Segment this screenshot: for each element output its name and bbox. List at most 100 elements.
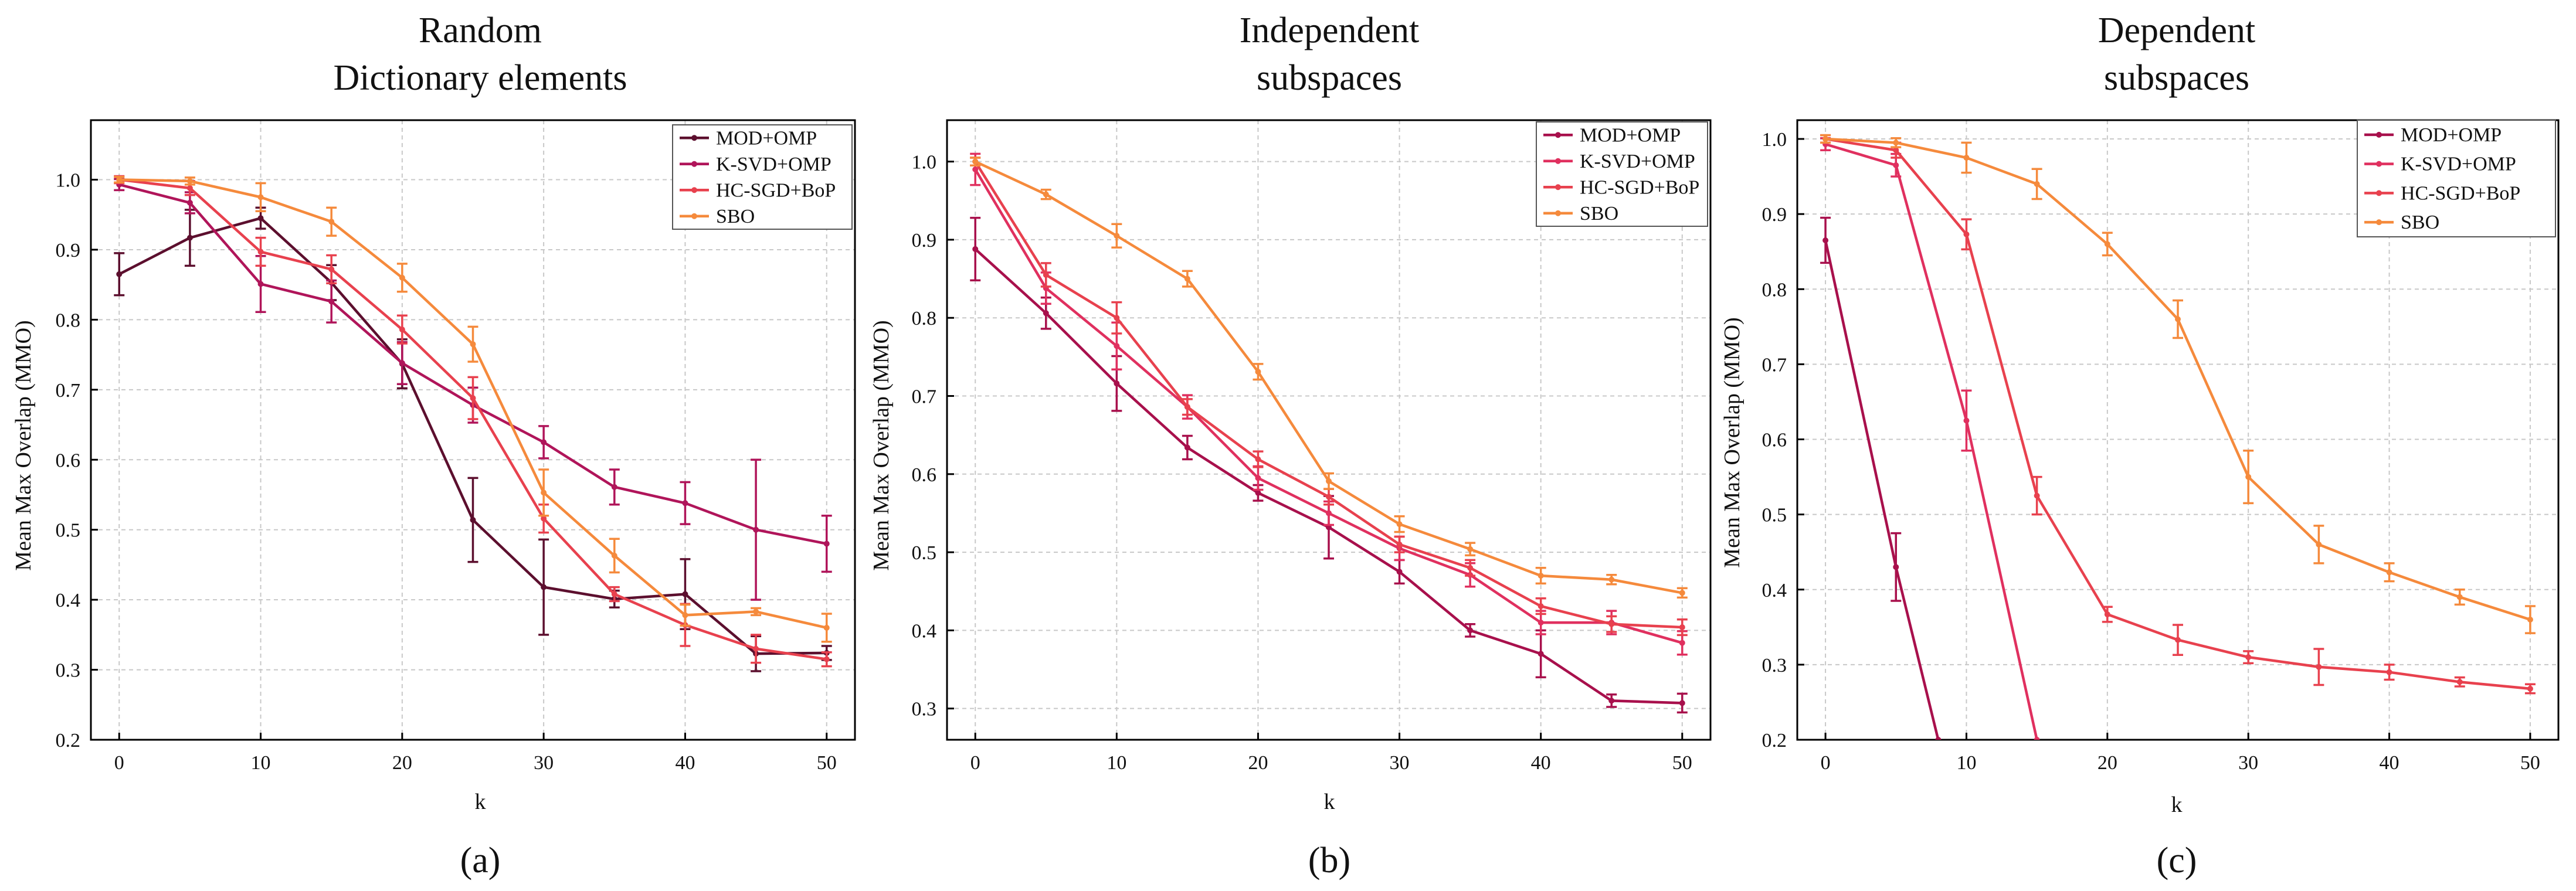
panel-c-x-tick-label-3: 30	[2238, 752, 2258, 774]
panel-c-series-sbo-point-10	[2527, 617, 2533, 623]
panel-b-y-tick-label-0: 0.3	[912, 699, 937, 720]
panel-c-y-tick-label-8: 1.0	[1762, 129, 1787, 151]
panel-a-y-tick-label-2: 0.4	[56, 590, 81, 611]
panel-b-x-tick-label-4: 40	[1531, 752, 1551, 774]
panel-a-series-sbo-point-5	[470, 341, 476, 348]
panel-b-series-k-svd-omp-point-4	[1255, 475, 1261, 481]
panel-c-legend-k-svd-omp-label: K-SVD+OMP	[2401, 154, 2516, 175]
panel-c-series-hc-sgd-bop-point-9	[2456, 679, 2463, 685]
panel-a-y-tick-label-6: 0.8	[56, 310, 81, 331]
panel-b-legend-k-svd-omp-marker	[1555, 158, 1561, 164]
panel-a-y-tick-label-8: 1.0	[56, 170, 81, 192]
panel-b-series-mod-omp-point-10	[1679, 700, 1685, 706]
panel-a-series-k-svd-omp-point-7	[611, 484, 617, 490]
panel-a-series-hc-sgd-bop-point-7	[611, 591, 617, 597]
panel-a-series-k-svd-omp-point-9	[753, 526, 759, 533]
panel-c-legend-mod-omp-marker	[2376, 131, 2382, 138]
panel-c-x-tick-label-2: 20	[2098, 752, 2117, 774]
panel-b-legend-sbo-marker	[1555, 210, 1561, 216]
panel-a-series-mod-omp-point-6	[541, 584, 547, 590]
panel-b-series-sbo-point-3	[1184, 276, 1190, 282]
panel-b-series-hc-sgd-bop-point-5	[1326, 494, 1332, 500]
panel-a-y-tick-label-1: 0.3	[56, 660, 81, 682]
panel-a-x-tick-label-2: 20	[392, 752, 412, 774]
panel-b-series-group	[970, 152, 1688, 714]
panel-c-series-hc-sgd-bop-point-5	[2175, 637, 2181, 643]
panel-a-x-tick-label-3: 30	[534, 752, 554, 774]
panel-a-x-axis-label: k	[475, 790, 486, 814]
panel-c-legend-k-svd-omp-marker	[2376, 161, 2382, 167]
panel-a-caption: (a)	[460, 841, 501, 880]
panel-c-series-sbo-point-8	[2386, 569, 2392, 576]
panel-b-series-hc-sgd-bop-point-4	[1255, 456, 1261, 462]
panel-b-x-tick-label-3: 30	[1390, 752, 1410, 774]
panel-b-y-tick-label-6: 0.9	[912, 230, 937, 251]
panel-c-series-k-svd-omp-point-3	[2034, 737, 2040, 740]
panel-a-series-sbo-point-2	[257, 194, 264, 200]
panel-b-legend-mod-omp-label: MOD+OMP	[1580, 124, 1681, 146]
panel-b-series-sbo-point-9	[1608, 576, 1615, 583]
panel-c-legend: MOD+OMP K-SVD+OMP HC-SGD+BoP SBO	[2357, 120, 2556, 237]
panel-c-y-tick-label-2: 0.4	[1762, 580, 1787, 601]
panel-b-y-tick-label-3: 0.6	[912, 464, 937, 486]
panel-c-x-tick-label-1: 10	[1956, 752, 1976, 774]
panel-a-y-axis-label: Mean Max Overlap (MMO)	[11, 320, 36, 570]
panel-c-y-tick-label-6: 0.8	[1762, 279, 1787, 301]
panel-a-legend: MOD+OMP K-SVD+OMP HC-SGD+BoP SBO	[672, 124, 853, 230]
panel-c-series-sbo-point-9	[2456, 594, 2463, 600]
panel-c-plot: 0.2 0.3 0.4 0.5 0.6 0.7 0.8 0.9 1.0 0 10 20 30 40 50 MO…	[1762, 119, 2560, 774]
panel-a-series-hc-sgd-bop-point-5	[470, 395, 476, 402]
panel-c-legend-sbo-label: SBO	[2401, 212, 2439, 233]
panel-b-series-mod-omp-point-2	[1114, 380, 1120, 387]
panel-b-legend-hc-sgd-bop-marker	[1555, 184, 1561, 191]
panel-b-series-mod-omp-point-0	[972, 246, 979, 252]
panel-c-series-sbo-point-1	[1893, 140, 1899, 146]
panel-b-axis-frame	[946, 119, 1712, 741]
panel-b-y-tick-label-4: 0.7	[912, 386, 937, 408]
panel-a-series-hc-sgd-bop-point-6	[541, 515, 547, 522]
panel-c-series-sbo-point-2	[1963, 155, 1970, 161]
panel-c-y-tick-label-1: 0.3	[1762, 655, 1787, 676]
panel-a-series-k-svd-omp-point-6	[541, 439, 547, 446]
panel-a-x-tick-label-4: 40	[675, 752, 695, 774]
panel-a-y-tick-label-3: 0.5	[56, 520, 81, 542]
panel-a-y-tick-label-0: 0.2	[56, 730, 81, 751]
panel-a-y-tick-label-7: 0.9	[56, 240, 81, 261]
panel-a-series-sbo-point-9	[753, 608, 759, 615]
panel-c-legend-box	[2357, 120, 2556, 237]
panel-c-x-tick-label-4: 40	[2380, 752, 2399, 774]
panel-c-title-line2: subspaces	[2104, 58, 2249, 98]
panel-b-series-k-svd-omp-point-2	[1114, 343, 1120, 349]
panel-c-series-hc-sgd-bop-point-8	[2386, 669, 2392, 675]
panel-b-x-tick-label-1: 10	[1107, 752, 1126, 774]
panel-b-y-tick-label-2: 0.5	[912, 542, 937, 564]
panel-c-series-hc-sgd-bop-point-3	[2034, 492, 2040, 499]
panel-c-axis-frame	[1796, 119, 2560, 741]
panel-a-series-mod-omp-point-0	[116, 271, 123, 277]
panel-a-y-tick-label-4: 0.6	[56, 450, 81, 471]
panel-c-series-group	[1820, 134, 2536, 740]
panel-b-title-line1: Independent	[1240, 11, 1419, 50]
panel-c-y-tick-label-0: 0.2	[1762, 730, 1787, 751]
panel-b-series-hc-sgd-bop-point-9	[1608, 621, 1615, 627]
panel-c-y-axis-label: Mean Max Overlap (MMO)	[1720, 317, 1745, 567]
panel-b-series-hc-sgd-bop-point-10	[1679, 624, 1685, 631]
panel-b-series-sbo-point-6	[1396, 521, 1403, 528]
panel-b-series-sbo-point-0	[972, 158, 979, 165]
panel-c-series-hc-sgd-bop-point-10	[2527, 685, 2533, 692]
panel-a-series-sbo-point-7	[611, 552, 617, 559]
panel-a-series-sbo-point-1	[186, 178, 193, 184]
panel-a-series-hc-sgd-bop-point-2	[257, 249, 264, 255]
panel-a-plot: 0.2 0.3 0.4 0.5 0.6 0.7 0.8 0.9 1.0 0 10 20 30 40 50 MO…	[56, 119, 856, 774]
panel-b-series-mod-omp-point-8	[1538, 651, 1544, 657]
panel-c-series-mod-omp-point-0	[1822, 237, 1829, 243]
panel-c-y-tick-label-5: 0.7	[1762, 354, 1787, 376]
panel-a: Random Dictionary elements k Mean Max Ov…	[11, 11, 856, 880]
panel-c-series-sbo-point-4	[2104, 241, 2110, 247]
panel-a-series-k-svd-omp-point-10	[823, 540, 830, 547]
panel-c-series-k-svd-omp-point-1	[1893, 162, 1899, 168]
panel-b: Independent subspaces k Mean Max Overlap…	[869, 11, 1712, 880]
panel-c-series-sbo-point-3	[2034, 181, 2040, 187]
panel-a-series-sbo-point-10	[823, 624, 830, 631]
panel-b-series-hc-sgd-bop-point-6	[1396, 541, 1403, 547]
